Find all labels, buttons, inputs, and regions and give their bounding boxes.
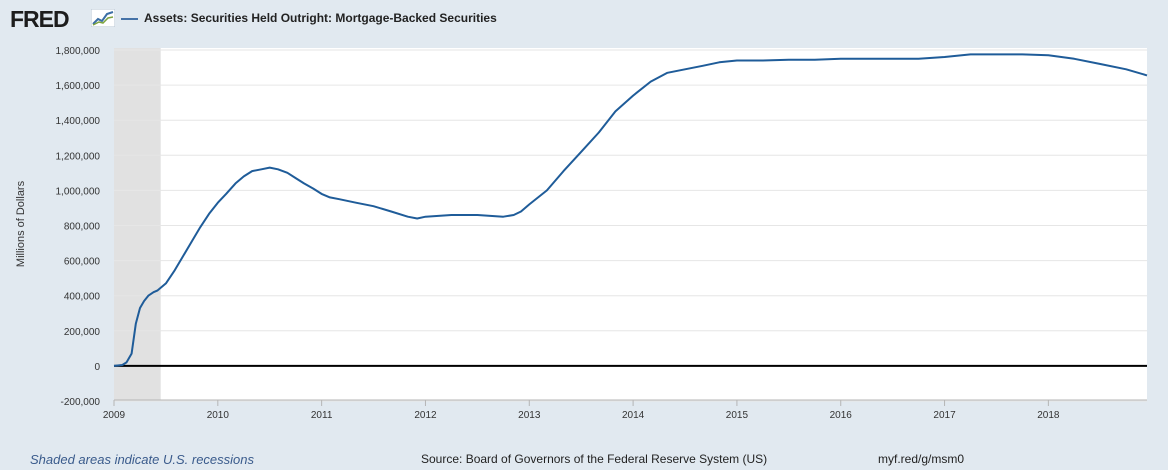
y-tick-label: 200,000 bbox=[64, 327, 101, 338]
y-tick-label: 1,200,000 bbox=[56, 151, 101, 162]
recession-note: Shaded areas indicate U.S. recessions bbox=[30, 452, 255, 467]
y-tick-label: 1,600,000 bbox=[56, 81, 101, 92]
y-axis-label: Millions of Dollars bbox=[15, 180, 27, 267]
recession-shading bbox=[114, 48, 161, 400]
x-tick-label: 2009 bbox=[103, 410, 126, 421]
line-graph-icon bbox=[91, 9, 115, 27]
x-tick-label: 2014 bbox=[622, 410, 645, 421]
series-line-mbs bbox=[113, 53, 1148, 367]
recession-band bbox=[114, 48, 161, 400]
y-tick-label: 0 bbox=[94, 362, 100, 373]
line-chart[interactable]: -200,000 0 200,000 400,000 600,000 800,000 1,0… bbox=[0, 0, 1168, 445]
x-tick-label: 2012 bbox=[414, 410, 437, 421]
source-note: Source: Board of Governors of the Federa… bbox=[421, 452, 768, 466]
y-tick-label: 1,800,000 bbox=[56, 46, 101, 57]
x-tick-label: 2016 bbox=[830, 410, 853, 421]
x-tick-label: 2011 bbox=[311, 410, 333, 421]
x-tick-label: 2015 bbox=[726, 410, 749, 421]
y-tick-label: 400,000 bbox=[64, 292, 101, 303]
legend-label: Assets: Securities Held Outright: Mortga… bbox=[144, 11, 497, 25]
x-tick-label: 2013 bbox=[518, 410, 541, 421]
y-tick-label: 600,000 bbox=[64, 257, 101, 268]
x-tick-label: 2018 bbox=[1037, 410, 1060, 421]
y-tick-label: -200,000 bbox=[61, 397, 101, 408]
y-axis-ticks: -200,000 0 200,000 400,000 600,000 800,000 1,0… bbox=[56, 46, 101, 408]
fred-logo[interactable]: FRED bbox=[10, 6, 70, 32]
gridlines bbox=[114, 49, 1147, 402]
short-url[interactable]: myf.red/g/msm0 bbox=[878, 452, 965, 466]
y-tick-label: 1,000,000 bbox=[56, 186, 101, 197]
chart-header: FRED Assets: Securities Held Outright: M… bbox=[0, 0, 1168, 40]
plot-background bbox=[114, 48, 1147, 400]
legend-swatch bbox=[121, 18, 138, 20]
y-tick-label: 800,000 bbox=[64, 222, 101, 233]
x-tick-label: 2010 bbox=[207, 410, 230, 421]
x-tick-label: 2017 bbox=[933, 410, 956, 421]
y-tick-label: 1,400,000 bbox=[56, 116, 101, 127]
x-axis-ticks: 2009 2010 2011 2012 2013 2014 2015 2016 2017 2018 bbox=[103, 400, 1060, 421]
